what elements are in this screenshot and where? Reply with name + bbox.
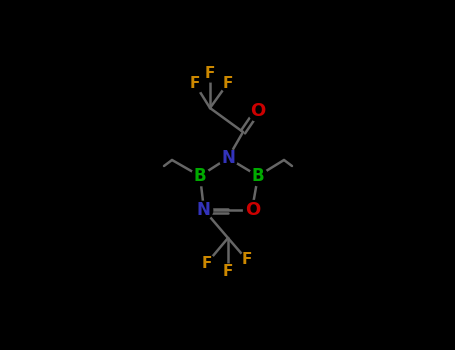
Text: F: F xyxy=(223,265,233,280)
Text: F: F xyxy=(223,76,233,91)
Text: F: F xyxy=(190,77,200,91)
Text: F: F xyxy=(242,252,252,267)
Text: N: N xyxy=(221,149,235,167)
Text: B: B xyxy=(194,167,206,185)
Text: F: F xyxy=(202,256,212,271)
Text: O: O xyxy=(245,201,261,219)
Text: N: N xyxy=(196,201,210,219)
Text: O: O xyxy=(250,102,266,120)
Text: B: B xyxy=(252,167,264,185)
Text: F: F xyxy=(205,65,215,80)
